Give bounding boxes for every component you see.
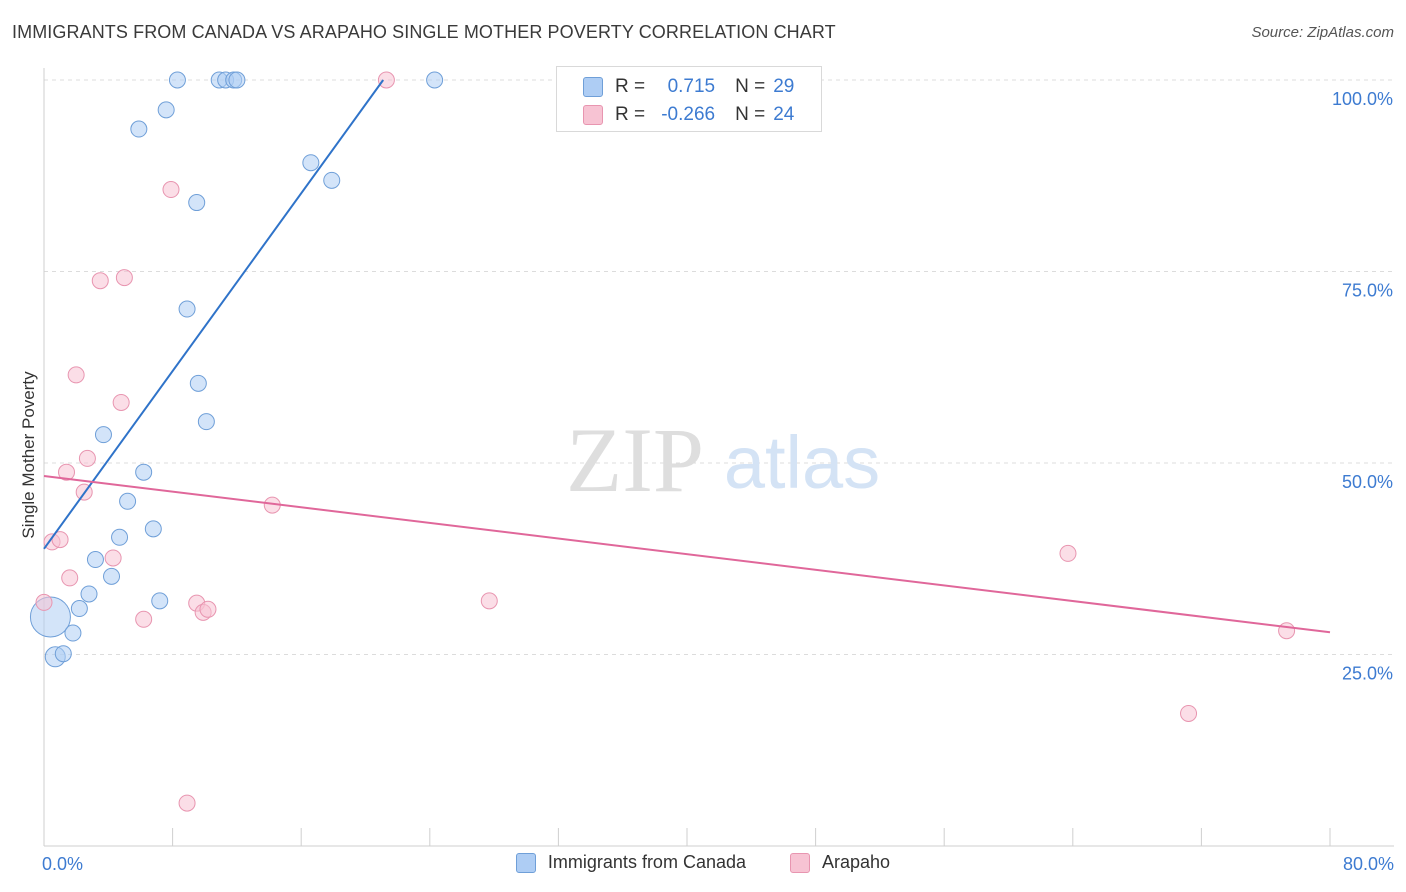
canada-r-label: R =: [615, 76, 646, 97]
x-tick-label-max: 80.0%: [1343, 854, 1394, 874]
stats-legend: R = 0.715 N = 29 R = -0.266 N = 24: [556, 66, 822, 132]
arapaho-point: [377, 71, 395, 89]
arapaho-point: [199, 600, 217, 618]
source-credit[interactable]: Source: ZipAtlas.com: [1251, 24, 1394, 41]
arapaho-point: [1278, 622, 1296, 640]
canada-trendline: [43, 79, 384, 550]
arapaho-point: [135, 610, 153, 628]
arapaho-n-label: N =: [735, 104, 766, 125]
arapaho-point: [104, 549, 122, 567]
canada-point: [130, 120, 148, 138]
arapaho-point: [115, 269, 133, 287]
canada-point: [111, 528, 129, 546]
arapaho-n-value: 24: [773, 104, 795, 125]
canada-point: [157, 101, 175, 119]
watermark: ZIP atlas: [566, 409, 880, 511]
chart-title: IMMIGRANTS FROM CANADA VS ARAPAHO SINGLE…: [12, 22, 836, 42]
y-tick-label: 100.0%: [1332, 89, 1393, 109]
canada-point: [86, 551, 104, 569]
canada-legend-label: Immigrants from Canada: [547, 852, 746, 872]
canada-point: [197, 413, 215, 431]
arapaho-r-label: R =: [615, 104, 646, 125]
canada-point: [144, 520, 162, 538]
y-tick-label: 50.0%: [1342, 472, 1393, 492]
legend-row-canada: R = 0.715 N = 29: [557, 73, 794, 101]
canada-point: [64, 624, 82, 642]
watermark-atlas: atlas: [724, 421, 880, 504]
arapaho-point: [67, 366, 85, 384]
arapaho-point: [162, 181, 180, 199]
arapaho-point: [58, 463, 76, 481]
canada-point: [426, 71, 444, 89]
canada-n-value: 29: [773, 76, 795, 97]
arapaho-point: [78, 449, 96, 467]
arapaho-point: [178, 794, 196, 812]
axes: [43, 68, 1394, 847]
watermark-zip: ZIP: [566, 409, 704, 511]
arapaho-trendline: [43, 475, 1331, 634]
series-legend: Immigrants from Canada Arapaho: [0, 852, 1406, 873]
y-tick-label: 75.0%: [1342, 281, 1393, 301]
canada-point: [188, 194, 206, 212]
canada-point: [70, 600, 88, 618]
legend-row-arapaho: R = -0.266 N = 24: [557, 101, 794, 129]
legend-item-canada[interactable]: Immigrants from Canada: [515, 852, 746, 873]
canada-point: [94, 426, 112, 444]
x-tick-label-min: 0.0%: [42, 854, 83, 874]
y-tick-label: 25.0%: [1342, 664, 1393, 684]
canada-point: [189, 374, 207, 392]
canada-swatch-icon: [583, 77, 603, 97]
canada-point: [178, 300, 196, 318]
arapaho-point: [1180, 704, 1198, 722]
canada-point: [80, 585, 98, 603]
legend-item-arapaho[interactable]: Arapaho: [790, 852, 890, 873]
data-points: [29, 71, 1296, 812]
arapaho-point: [1059, 544, 1077, 562]
canada-point: [323, 171, 341, 189]
arapaho-legend-swatch-icon: [790, 852, 810, 873]
canada-legend-swatch-icon: [515, 852, 536, 873]
canada-point: [151, 592, 169, 610]
canada-point: [135, 463, 153, 481]
arapaho-swatch-icon: [583, 105, 603, 125]
canada-point: [119, 492, 137, 510]
tick-labels: 25.0% 50.0% 75.0% 100.0% 0.0% 80.0%: [42, 89, 1394, 874]
trendlines: [43, 79, 1331, 634]
arapaho-point: [91, 272, 109, 290]
canada-point: [103, 567, 121, 585]
arapaho-point: [61, 569, 79, 587]
arapaho-point: [112, 393, 130, 411]
canada-point: [168, 71, 186, 89]
canada-r-value: 0.715: [667, 76, 716, 97]
arapaho-point: [51, 531, 69, 549]
gridlines: [44, 79, 1394, 655]
arapaho-point: [35, 593, 53, 611]
canada-point: [302, 154, 320, 172]
canada-n-label: N =: [735, 76, 766, 97]
canada-point: [54, 645, 72, 663]
arapaho-r-value: -0.266: [661, 104, 716, 125]
canada-point: [228, 71, 246, 89]
arapaho-point: [480, 592, 498, 610]
y-axis-label: Single Mother Poverty: [19, 371, 38, 539]
arapaho-legend-label: Arapaho: [822, 852, 891, 872]
